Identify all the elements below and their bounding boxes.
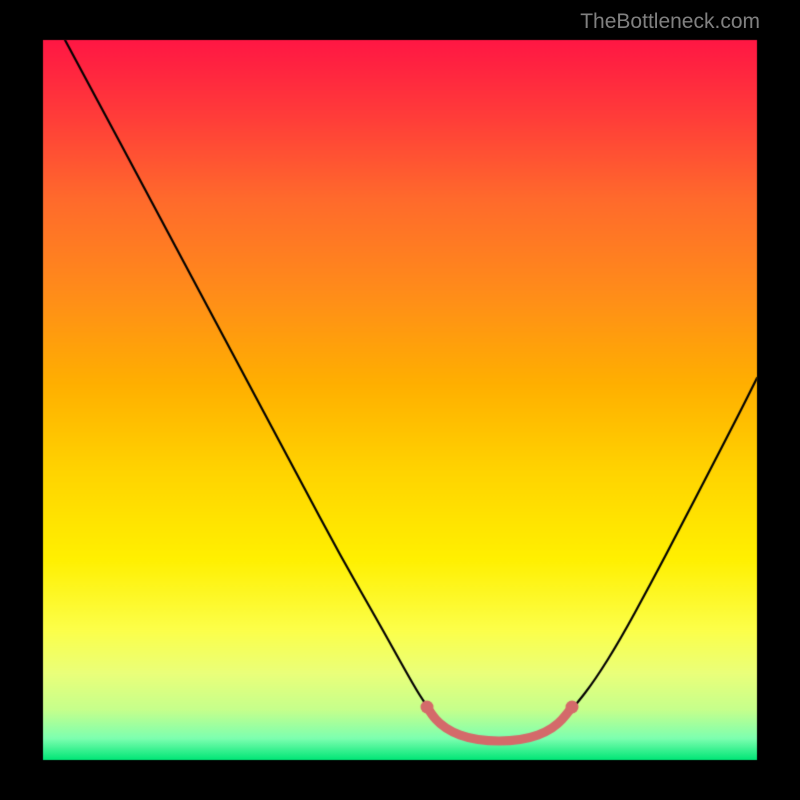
chart-container: TheBottleneck.com bbox=[0, 0, 800, 800]
bottleneck-curve-layer bbox=[0, 0, 800, 800]
watermark-text: TheBottleneck.com bbox=[580, 10, 760, 34]
